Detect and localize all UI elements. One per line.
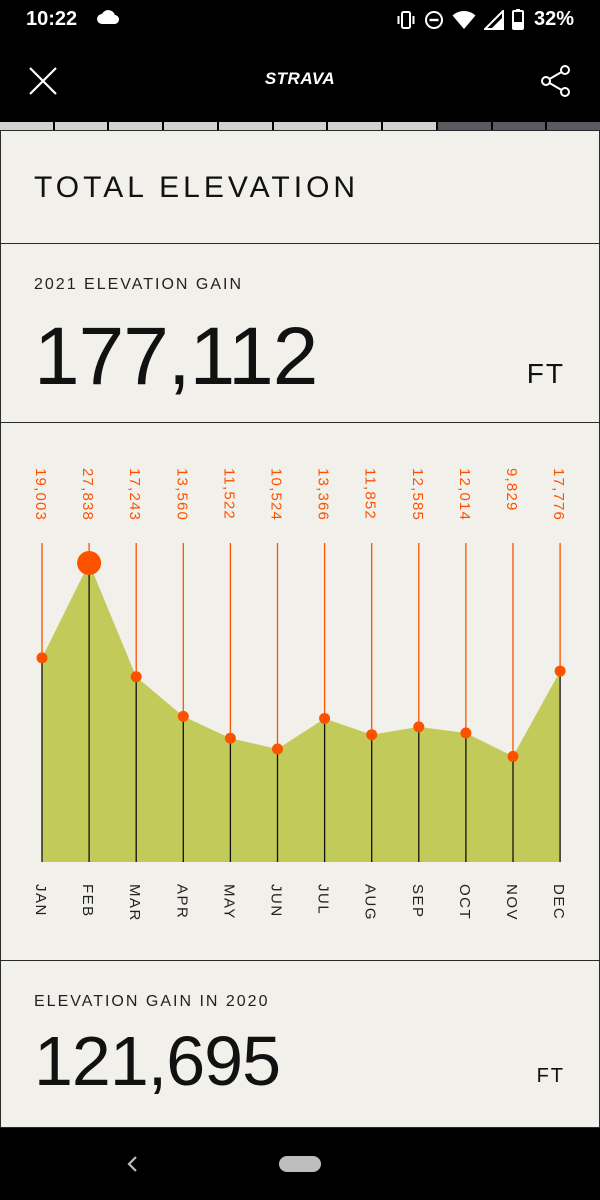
prev-value: 121,695 (34, 1022, 281, 1100)
elevation-chart: 19,003 27,838 17,243 13,560 11,522 10,524 13,3… (32, 468, 567, 922)
value-label: 13,560 (173, 468, 190, 521)
month-label: JUN (268, 884, 285, 918)
progress-segment (437, 122, 491, 130)
data-point (413, 721, 425, 733)
month-label: AUG (362, 884, 379, 921)
system-nav-bar (0, 1128, 600, 1200)
title-card: TOTAL ELEVATION (0, 130, 600, 244)
value-label: 17,776 (550, 468, 567, 521)
gain-card: 2021 ELEVATION GAIN 177,112 FT (0, 243, 600, 423)
signal-icon (483, 9, 504, 30)
month-label: DEC (550, 884, 567, 920)
gain-label: 2021 ELEVATION GAIN (34, 276, 244, 293)
elevation-area (42, 563, 561, 862)
data-point (77, 551, 102, 575)
prev-year-card: ELEVATION GAIN IN 2020 121,695 FT (0, 960, 600, 1128)
status-time: 10:22 (26, 8, 78, 30)
progress-segment (0, 122, 53, 130)
brand-logo: STRAVA (264, 69, 336, 88)
value-label: 12,014 (456, 468, 473, 521)
month-label: APR (173, 884, 190, 919)
story-progress (0, 122, 600, 130)
month-label: SEP (409, 884, 426, 919)
value-label: 10,524 (268, 468, 285, 521)
back-icon[interactable] (124, 1152, 140, 1176)
data-point (177, 710, 189, 722)
status-icons: 32% (396, 8, 574, 31)
progress-segment (273, 122, 327, 130)
close-icon[interactable] (26, 64, 60, 98)
gain-value: 177,112 (34, 311, 318, 402)
month-label: OCT (456, 884, 473, 920)
status-bar: 10:22 32% (0, 0, 600, 40)
data-point (460, 727, 472, 739)
value-label: 11,852 (362, 468, 379, 520)
battery-icon (511, 9, 524, 30)
progress-segment (218, 122, 272, 130)
month-label: JAN (32, 884, 49, 917)
data-point (36, 652, 48, 664)
app-header: STRAVA (0, 40, 600, 120)
month-label: JUL (315, 884, 332, 915)
data-point (554, 665, 566, 677)
value-label: 19,003 (32, 468, 49, 521)
progress-segment (54, 122, 108, 130)
dnd-icon (424, 10, 443, 29)
value-label: 13,366 (315, 468, 332, 521)
home-pill[interactable] (279, 1156, 321, 1172)
cloud-icon (97, 10, 119, 24)
battery-percent: 32% (533, 8, 574, 30)
value-label: 17,243 (126, 468, 143, 521)
data-point (130, 671, 142, 683)
data-point (319, 712, 331, 724)
data-point (507, 750, 519, 762)
page-title: TOTAL ELEVATION (34, 171, 360, 204)
share-icon[interactable] (540, 64, 572, 98)
prev-unit: FT (536, 1065, 565, 1087)
vibrate-icon (397, 10, 415, 29)
month-label: NOV (503, 884, 520, 921)
progress-segment (164, 122, 217, 130)
progress-segment (109, 122, 163, 130)
data-point (366, 729, 378, 741)
progress-segment (383, 122, 436, 130)
value-label: 12,585 (409, 468, 426, 521)
data-point (272, 743, 283, 755)
progress-segment (328, 122, 382, 130)
progress-segment (547, 122, 600, 130)
value-label: 27,838 (79, 468, 96, 521)
value-label: 9,829 (503, 468, 520, 512)
value-label: 11,522 (220, 468, 237, 520)
elevation-chart-card: 19,003 27,838 17,243 13,560 11,522 10,524 13,3… (0, 422, 600, 961)
data-point (224, 732, 236, 744)
progress-segment (492, 122, 546, 130)
month-label: MAY (220, 884, 237, 920)
month-label: MAR (126, 884, 143, 922)
prev-label: ELEVATION GAIN IN 2020 (34, 993, 270, 1010)
wifi-icon (452, 10, 476, 29)
gain-unit: FT (526, 358, 565, 389)
month-label: FEB (79, 884, 96, 918)
